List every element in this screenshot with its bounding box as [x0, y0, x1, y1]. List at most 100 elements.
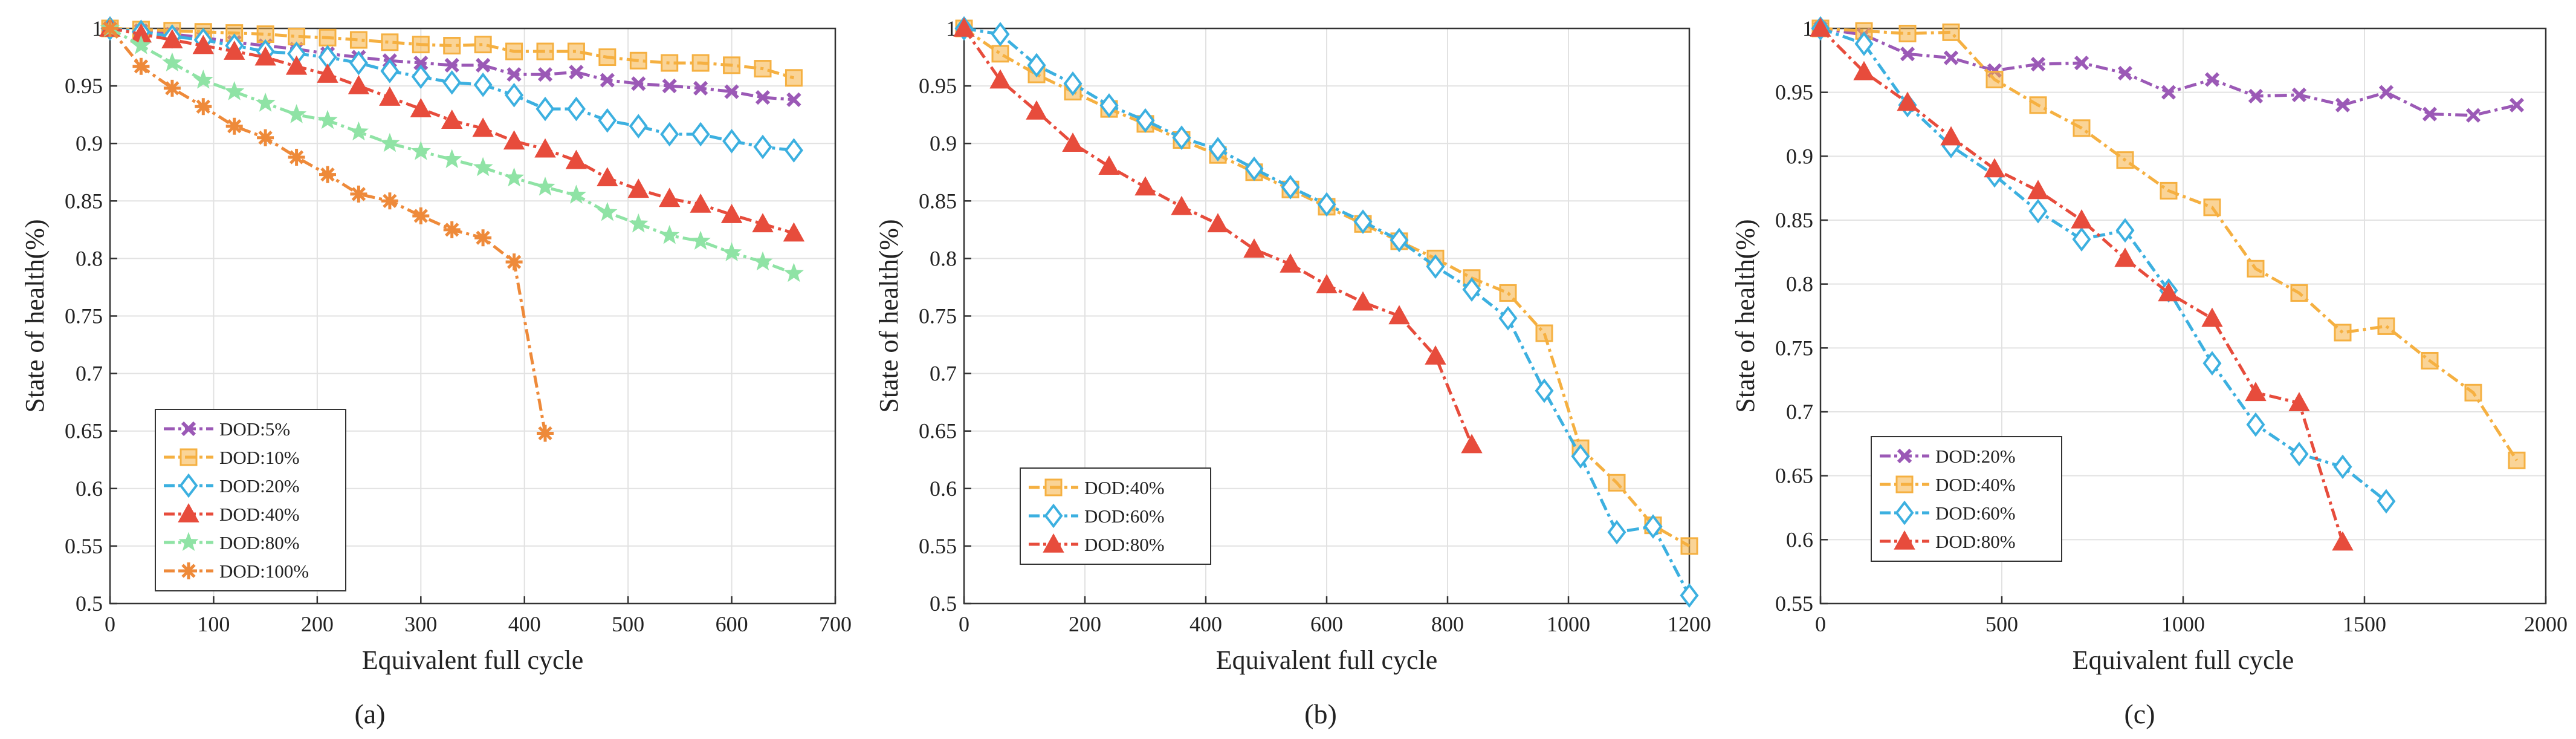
y-tick-label: 0.95 — [919, 74, 957, 98]
data-point — [629, 114, 648, 138]
data-point — [722, 242, 742, 261]
data-point — [690, 230, 711, 250]
data-point — [783, 262, 804, 282]
data-point — [2072, 227, 2091, 252]
data-point — [1425, 345, 1446, 365]
data-point — [693, 80, 708, 96]
data-point — [1353, 209, 1373, 234]
y-tick-label: 1 — [1802, 16, 1813, 41]
series-dod-10 — [101, 19, 803, 87]
legend-label: DOD:80% — [1935, 531, 2016, 552]
y-tick-label: 1 — [92, 16, 103, 41]
y-tick-label: 0.7 — [1786, 400, 1813, 424]
legend-marker — [1894, 530, 1915, 550]
data-point — [503, 130, 525, 150]
data-point — [319, 166, 336, 183]
y-tick-label: 0.6 — [930, 477, 957, 501]
data-point — [1499, 284, 1517, 302]
data-point — [631, 76, 646, 91]
data-point — [1498, 306, 1518, 331]
data-point — [1352, 291, 1374, 311]
data-point — [2116, 151, 2134, 169]
data-point — [662, 78, 677, 94]
data-point — [1426, 254, 1445, 279]
legend-box — [155, 409, 346, 591]
x-tick-label: 1000 — [2161, 612, 2205, 636]
data-point — [1388, 305, 1410, 325]
data-point — [504, 167, 525, 187]
data-point — [784, 138, 803, 163]
legend-label: DOD:60% — [1084, 506, 1165, 527]
data-point — [348, 75, 370, 94]
x-tick-label: 1000 — [1547, 612, 1590, 636]
data-point — [2160, 181, 2178, 200]
data-point — [225, 117, 243, 135]
y-tick-label: 0.7 — [76, 362, 103, 386]
data-point — [473, 157, 493, 177]
data-point — [380, 132, 400, 152]
x-tick-label: 200 — [301, 612, 334, 636]
legend-label: DOD:5% — [219, 418, 290, 440]
data-point — [1643, 514, 1663, 539]
legend-marker — [1895, 475, 1914, 493]
legend-marker — [181, 421, 196, 437]
data-point — [1810, 17, 1831, 37]
data-point — [162, 52, 183, 72]
data-point — [2073, 119, 2091, 137]
data-point — [441, 109, 463, 129]
legend-marker — [178, 503, 199, 523]
data-point — [1099, 93, 1119, 118]
data-point — [161, 28, 183, 48]
series-dod-80 — [1810, 17, 2354, 551]
data-point — [224, 81, 245, 100]
data-point — [537, 67, 553, 82]
data-point — [537, 425, 554, 442]
legend-item: DOD:10% — [164, 447, 300, 468]
y-tick-label: 0.65 — [65, 419, 103, 443]
data-point — [722, 129, 742, 154]
y-tick-label: 0.55 — [65, 534, 103, 558]
data-point — [660, 122, 679, 147]
x-tick-label: 200 — [1069, 612, 1101, 636]
legend-label: DOD:80% — [1084, 534, 1165, 555]
data-point — [2204, 72, 2220, 87]
data-point — [412, 36, 430, 54]
data-point — [2378, 85, 2394, 100]
data-point — [505, 253, 523, 271]
data-point — [627, 178, 649, 198]
data-point — [1026, 100, 1047, 120]
data-point — [195, 98, 212, 116]
data-point — [1942, 23, 1960, 41]
data-point — [1062, 132, 1084, 152]
x-tick-label: 400 — [508, 612, 541, 636]
data-point — [2027, 180, 2049, 200]
legend-label: DOD:40% — [1935, 474, 2016, 495]
x-tick-label: 800 — [1431, 612, 1464, 636]
legend: DOD:40% DOD:60% DOD:80% — [1020, 467, 1211, 565]
data-point — [2028, 198, 2048, 224]
panel-label: (b) — [1304, 698, 1337, 729]
data-point — [1280, 253, 1301, 273]
data-point — [565, 149, 587, 169]
data-point — [1027, 53, 1046, 78]
y-tick-label: 0.95 — [1775, 80, 1813, 105]
legend-item: DOD:20% — [164, 473, 300, 498]
data-point — [288, 149, 305, 166]
data-point — [691, 122, 710, 147]
y-tick-label: 0.65 — [919, 419, 957, 443]
data-point — [255, 93, 276, 112]
series-dod-80 — [100, 18, 804, 282]
y-tick-label: 0.5 — [76, 591, 103, 616]
legend-marker — [179, 473, 198, 498]
data-point — [2334, 324, 2352, 342]
data-point — [505, 83, 524, 108]
legend-marker — [1895, 500, 1914, 526]
series-line — [109, 27, 795, 80]
y-tick-label: 0.75 — [919, 304, 957, 328]
data-point — [1607, 519, 1626, 545]
data-point — [1608, 474, 1626, 492]
legend-marker — [180, 562, 197, 579]
data-point — [2332, 531, 2354, 551]
x-tick-label: 600 — [1310, 612, 1343, 636]
y-tick-label: 0.75 — [1775, 336, 1813, 360]
